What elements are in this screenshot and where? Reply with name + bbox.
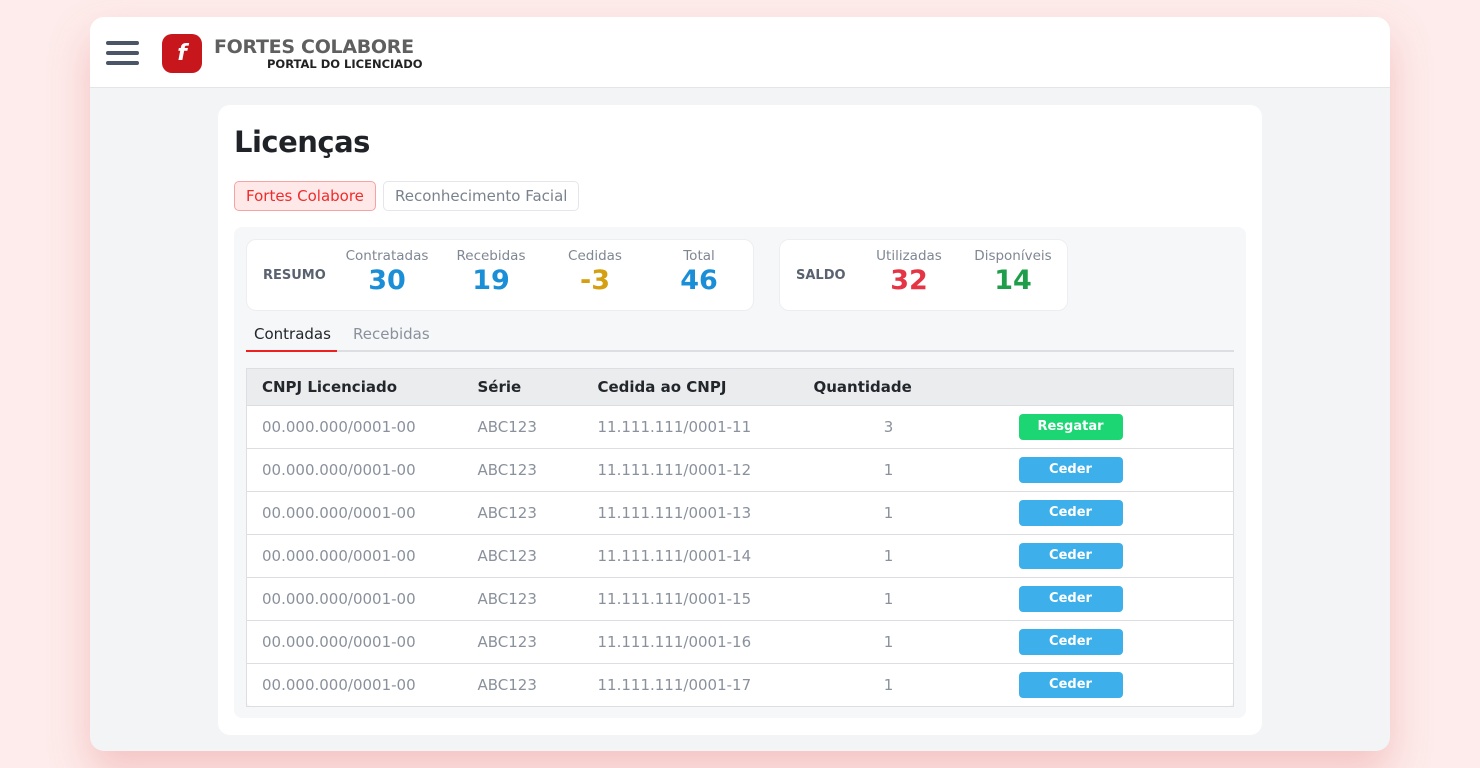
stat-label: Utilizadas (876, 248, 942, 264)
cedida-cell: 11.111.111/0001-12 (582, 448, 799, 492)
top-bar: f FORTES COLABORE PORTAL DO LICENCIADO (90, 17, 1390, 88)
col-serie: Série (462, 368, 583, 406)
page-title: Licenças (234, 125, 370, 159)
table-row: 00.000.000/0001-00 ABC123 11.111.111/000… (246, 577, 1234, 621)
stat-label: Total (683, 248, 715, 264)
stat-value: 14 (994, 265, 1032, 296)
action-cell: Ceder (978, 577, 1234, 621)
quantidade-cell: 1 (798, 534, 979, 578)
cedida-cell: 11.111.111/0001-14 (582, 534, 799, 578)
action-cell: Ceder (978, 534, 1234, 578)
stat-value: -3 (580, 265, 610, 296)
cedida-cell: 11.111.111/0001-11 (582, 405, 799, 449)
licenses-table: CNPJ Licenciado Série Cedida ao CNPJ Qua… (246, 368, 1234, 707)
saldo-label: SALDO (796, 268, 846, 283)
quantidade-cell: 1 (798, 663, 979, 707)
col-actions (978, 368, 1234, 406)
tab-fortes-colabore[interactable]: Fortes Colabore (234, 181, 376, 211)
cnpj-cell: 00.000.000/0001-00 (246, 620, 463, 664)
quantidade-cell: 1 (798, 620, 979, 664)
serie-cell: ABC123 (462, 577, 583, 621)
stat-value: 19 (472, 265, 510, 296)
col-quantidade: Quantidade (798, 368, 979, 406)
col-cedida: Cedida ao CNPJ (582, 368, 799, 406)
fortes-logo: f (162, 34, 202, 73)
stat-total: Total 46 (649, 248, 749, 296)
action-cell: Resgatar (978, 405, 1234, 449)
licenses-card: Licenças Fortes Colabore Reconhecimento … (218, 105, 1262, 735)
quantidade-cell: 1 (798, 448, 979, 492)
action-cell: Ceder (978, 448, 1234, 492)
stat-label: Cedidas (568, 248, 622, 264)
quantidade-cell: 1 (798, 577, 979, 621)
brand-name: FORTES COLABORE (214, 36, 414, 58)
app-window: f FORTES COLABORE PORTAL DO LICENCIADO L… (90, 17, 1390, 751)
stat-value: 30 (368, 265, 406, 296)
stat-label: Contratadas (345, 248, 429, 264)
licenses-panel: RESUMO Contratadas 30 Recebidas 19 Cedidas… (234, 227, 1246, 718)
stat-cedidas: Cedidas -3 (545, 248, 645, 296)
resumo-card: RESUMO Contratadas 30 Recebidas 19 Cedidas… (246, 239, 754, 311)
stat-value: 32 (890, 265, 928, 296)
cnpj-cell: 00.000.000/0001-00 (246, 491, 463, 535)
stat-recebidas: Recebidas 19 (441, 248, 541, 296)
stat-label: Disponíveis (974, 248, 1052, 264)
table-row: 00.000.000/0001-00 ABC123 11.111.111/000… (246, 534, 1234, 578)
tab-contradas[interactable]: Contradas (254, 325, 331, 343)
ceder-button[interactable]: Ceder (1018, 586, 1123, 612)
menu-icon[interactable] (106, 41, 139, 65)
tab-recebidas[interactable]: Recebidas (353, 325, 430, 343)
tab-reconhecimento-facial[interactable]: Reconhecimento Facial (383, 181, 580, 211)
serie-cell: ABC123 (462, 405, 583, 449)
cedida-cell: 11.111.111/0001-15 (582, 577, 799, 621)
action-cell: Ceder (978, 663, 1234, 707)
active-tab-underline (246, 350, 337, 352)
brand-subtitle: PORTAL DO LICENCIADO (267, 57, 423, 71)
serie-cell: ABC123 (462, 448, 583, 492)
table-row: 00.000.000/0001-00 ABC123 11.111.111/000… (246, 491, 1234, 535)
ceder-button[interactable]: Ceder (1018, 500, 1123, 526)
ceder-button[interactable]: Ceder (1018, 629, 1123, 655)
serie-cell: ABC123 (462, 491, 583, 535)
quantidade-cell: 1 (798, 491, 979, 535)
ceder-button[interactable]: Ceder (1018, 672, 1123, 698)
serie-cell: ABC123 (462, 663, 583, 707)
table-row: 00.000.000/0001-00 ABC123 11.111.111/000… (246, 663, 1234, 707)
resgatar-button[interactable]: Resgatar (1018, 414, 1123, 440)
action-cell: Ceder (978, 620, 1234, 664)
stat-disponiveis: Disponíveis 14 (963, 248, 1063, 296)
stat-value: 46 (680, 265, 718, 296)
stat-contratadas: Contratadas 30 (337, 248, 437, 296)
quantidade-cell: 3 (798, 405, 979, 449)
stat-label: Recebidas (456, 248, 526, 264)
resumo-label: RESUMO (263, 268, 326, 283)
cnpj-cell: 00.000.000/0001-00 (246, 577, 463, 621)
cnpj-cell: 00.000.000/0001-00 (246, 405, 463, 449)
cnpj-cell: 00.000.000/0001-00 (246, 663, 463, 707)
serie-cell: ABC123 (462, 534, 583, 578)
cedida-cell: 11.111.111/0001-16 (582, 620, 799, 664)
cnpj-cell: 00.000.000/0001-00 (246, 534, 463, 578)
cedida-cell: 11.111.111/0001-17 (582, 663, 799, 707)
stat-utilizadas: Utilizadas 32 (859, 248, 959, 296)
cedida-cell: 11.111.111/0001-13 (582, 491, 799, 535)
action-cell: Ceder (978, 491, 1234, 535)
cnpj-cell: 00.000.000/0001-00 (246, 448, 463, 492)
table-row: 00.000.000/0001-00 ABC123 11.111.111/000… (246, 620, 1234, 664)
col-cnpj: CNPJ Licenciado (246, 368, 463, 406)
saldo-card: SALDO Utilizadas 32 Disponíveis 14 (779, 239, 1068, 311)
table-row: 00.000.000/0001-00 ABC123 11.111.111/000… (246, 448, 1234, 492)
serie-cell: ABC123 (462, 620, 583, 664)
table-row: 00.000.000/0001-00 ABC123 11.111.111/000… (246, 405, 1234, 449)
ceder-button[interactable]: Ceder (1018, 457, 1123, 483)
sub-tabs: Contradas Recebidas (246, 319, 1234, 352)
ceder-button[interactable]: Ceder (1018, 543, 1123, 569)
